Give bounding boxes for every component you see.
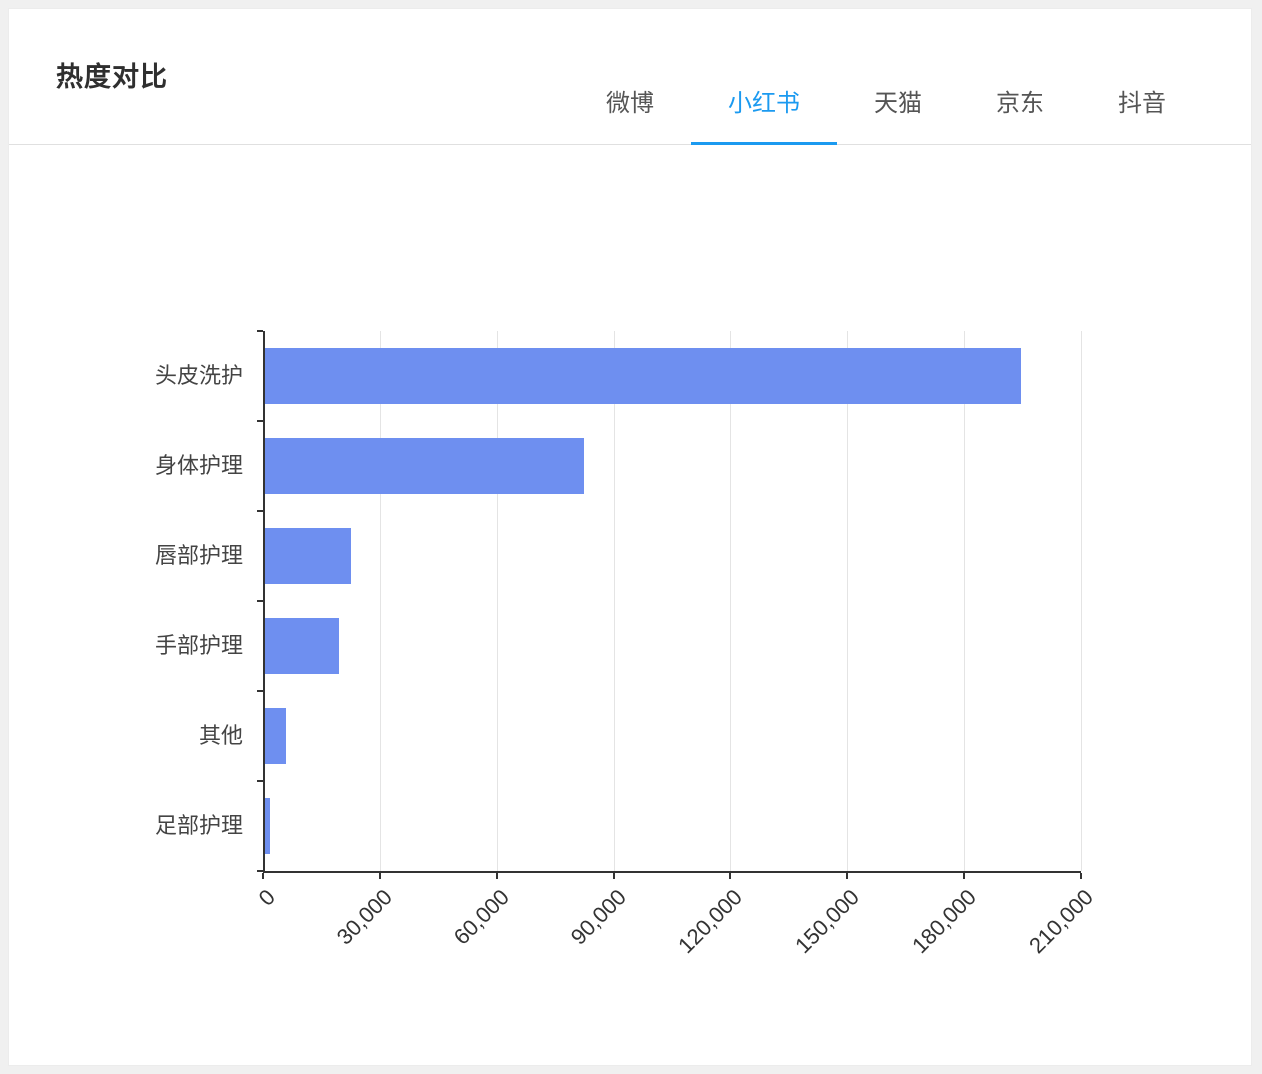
bar-1[interactable] (265, 438, 585, 494)
x-axis-tick (729, 873, 732, 879)
gridline (613, 331, 615, 871)
x-axis-tick (495, 873, 498, 879)
y-axis-tick (257, 780, 263, 782)
x-axis-label: 150,000 (790, 884, 865, 959)
y-axis-tick (257, 330, 263, 332)
y-axis-label: 身体护理 (154, 453, 243, 478)
gridline (847, 331, 849, 871)
x-axis-tick (612, 873, 615, 879)
gridline (496, 331, 498, 871)
y-axis-tick (257, 690, 263, 692)
gridline (964, 331, 966, 871)
y-axis (263, 331, 265, 873)
x-axis-tick (262, 873, 264, 879)
y-axis-label: 手部护理 (154, 633, 243, 658)
tab-jd[interactable]: 京东 (996, 90, 1044, 117)
tab-douyin[interactable]: 抖音 (1118, 90, 1166, 117)
x-axis-label: 0 (253, 884, 280, 911)
bar-0[interactable] (265, 348, 1021, 404)
y-axis-tick (257, 600, 263, 602)
x-axis-tick (378, 873, 381, 879)
y-axis-label: 唇部护理 (154, 543, 243, 568)
x-axis-tick (846, 873, 849, 879)
tab-xiaohongshu[interactable]: 小红书 (691, 83, 837, 145)
x-axis-label: 30,000 (331, 884, 397, 950)
bar-2[interactable] (265, 528, 351, 584)
y-axis-tick (257, 870, 263, 872)
gridline (379, 331, 381, 871)
y-axis-label: 足部护理 (154, 813, 243, 838)
x-axis-label: 120,000 (673, 884, 748, 959)
bar-4[interactable] (265, 708, 287, 764)
heat-comparison-card: 热度对比 微博 小红书 天猫 京东 抖音 0 30,000 60,000 90,000 120,… (8, 8, 1252, 1066)
gridline (1081, 331, 1082, 871)
y-axis-tick (257, 420, 263, 422)
bar-5[interactable] (265, 798, 270, 854)
bar-3[interactable] (265, 618, 339, 674)
x-axis-label: 180,000 (907, 884, 982, 959)
card-header: 热度对比 微博 小红书 天猫 京东 抖音 (9, 9, 1251, 145)
x-axis-label: 90,000 (565, 884, 631, 950)
x-axis-label: 60,000 (448, 884, 514, 950)
bar-chart: 0 30,000 60,000 90,000 120,000 150,000 180,000… (9, 145, 1251, 1065)
page-title: 热度对比 (56, 62, 168, 92)
x-axis-tick (963, 873, 966, 879)
tab-tmall[interactable]: 天猫 (874, 90, 922, 117)
x-axis (263, 871, 1081, 873)
x-axis-label: 210,000 (1024, 884, 1098, 959)
y-axis-label: 头皮洗护 (154, 363, 243, 388)
tab-weibo[interactable]: 微博 (606, 90, 654, 117)
platform-tabs: 微博 小红书 天猫 京东 抖音 (569, 83, 1203, 145)
y-axis-tick (257, 510, 263, 512)
x-axis-tick (1080, 873, 1082, 879)
gridline (730, 331, 732, 871)
y-axis-label: 其他 (198, 723, 243, 748)
